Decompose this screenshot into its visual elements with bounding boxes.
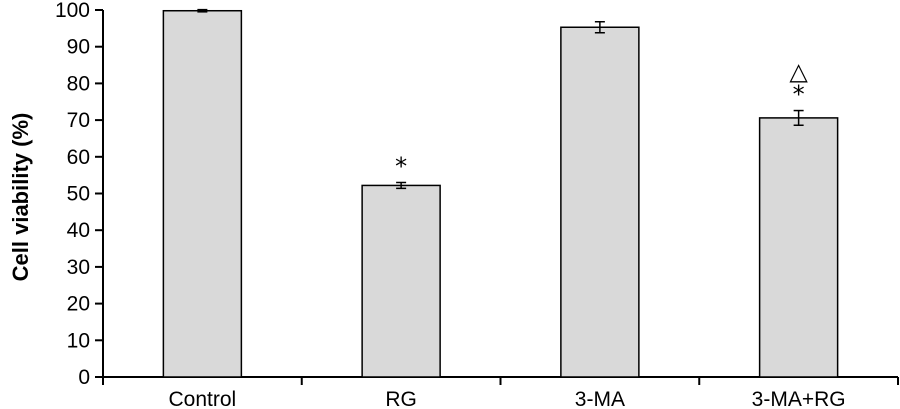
y-ticks: 0 10 20 30 40 50 60 70 80 90 100 <box>55 0 103 389</box>
y-tick-label: 70 <box>67 109 90 132</box>
significance-asterisk: * <box>793 81 805 109</box>
significance-triangle: △ <box>789 58 808 86</box>
bar <box>361 184 441 378</box>
y-tick-label: 80 <box>67 72 90 95</box>
error-bar <box>396 181 407 190</box>
bar <box>560 26 640 378</box>
bar <box>758 117 839 378</box>
y-tick-label: 0 <box>78 366 90 389</box>
y-tick-label: 50 <box>67 183 90 206</box>
error-bar <box>594 20 605 34</box>
x-category-label: RG <box>385 388 417 409</box>
y-tick-label: 30 <box>67 256 90 279</box>
y-tick-label: 90 <box>67 36 90 59</box>
y-tick-label: 10 <box>67 329 90 352</box>
x-category-label: Control <box>169 388 237 409</box>
x-category-label: 3-MA+RG <box>752 388 846 409</box>
bars-group: **△ <box>162 8 839 378</box>
significance-asterisk: * <box>395 152 407 180</box>
y-tick-label: 60 <box>67 146 90 169</box>
y-tick-label: 40 <box>67 219 90 242</box>
y-axis-title: Cell viability (%) <box>8 113 33 282</box>
y-tick-label: 20 <box>67 293 90 316</box>
x-category-label: 3-MA <box>575 388 625 409</box>
bar <box>162 9 243 378</box>
error-bar <box>197 8 208 13</box>
error-bar <box>793 109 804 126</box>
x-ticks: Control RG 3-MA 3-MA+RG <box>102 377 899 409</box>
y-tick-label: 100 <box>55 0 90 22</box>
